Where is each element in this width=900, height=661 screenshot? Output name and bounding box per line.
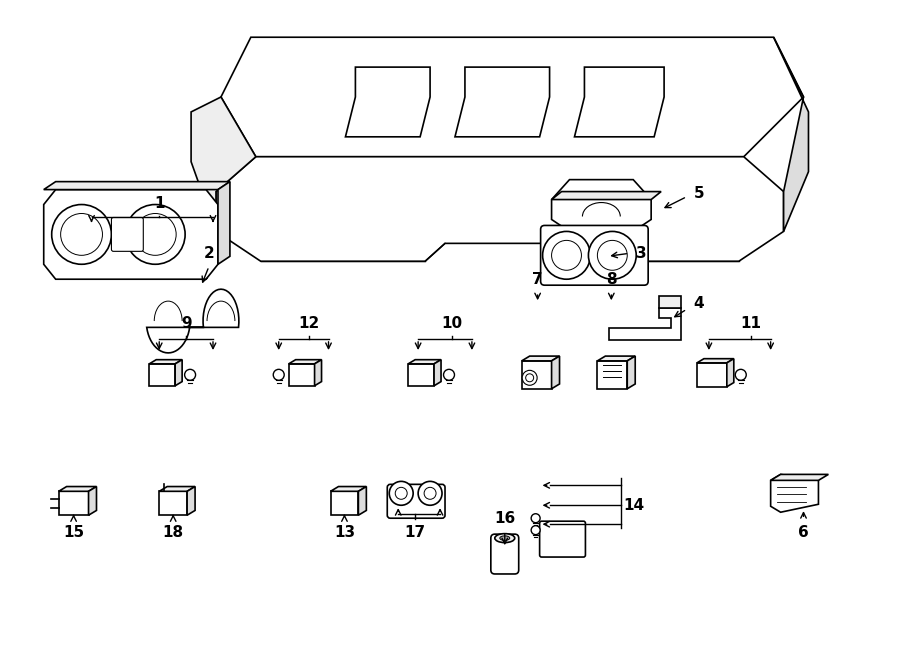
Polygon shape bbox=[58, 486, 96, 491]
Polygon shape bbox=[409, 364, 434, 386]
Polygon shape bbox=[697, 363, 727, 387]
Circle shape bbox=[589, 231, 636, 279]
Polygon shape bbox=[409, 360, 441, 364]
Circle shape bbox=[531, 525, 540, 535]
Polygon shape bbox=[218, 182, 230, 264]
Text: 7: 7 bbox=[532, 272, 543, 287]
Polygon shape bbox=[330, 491, 358, 515]
Circle shape bbox=[522, 370, 537, 385]
Polygon shape bbox=[58, 491, 88, 515]
Polygon shape bbox=[289, 360, 321, 364]
Circle shape bbox=[543, 231, 590, 279]
FancyBboxPatch shape bbox=[540, 521, 585, 557]
Text: 2: 2 bbox=[203, 246, 214, 261]
Polygon shape bbox=[346, 67, 430, 137]
Text: 12: 12 bbox=[298, 315, 320, 330]
Polygon shape bbox=[176, 360, 182, 386]
Ellipse shape bbox=[495, 533, 515, 543]
Polygon shape bbox=[659, 296, 681, 308]
Circle shape bbox=[552, 241, 581, 270]
Polygon shape bbox=[159, 491, 187, 515]
Circle shape bbox=[598, 241, 627, 270]
Polygon shape bbox=[434, 360, 441, 386]
Polygon shape bbox=[149, 360, 182, 364]
Polygon shape bbox=[187, 486, 195, 515]
Polygon shape bbox=[574, 67, 664, 137]
Polygon shape bbox=[552, 356, 560, 389]
FancyBboxPatch shape bbox=[541, 225, 648, 285]
Text: 3: 3 bbox=[636, 246, 646, 261]
Circle shape bbox=[424, 487, 436, 499]
Circle shape bbox=[60, 214, 103, 255]
Polygon shape bbox=[627, 356, 635, 389]
Text: 4: 4 bbox=[694, 295, 705, 311]
Polygon shape bbox=[330, 486, 366, 491]
Polygon shape bbox=[44, 182, 230, 190]
Text: 16: 16 bbox=[494, 511, 516, 525]
Polygon shape bbox=[315, 360, 321, 386]
Text: 5: 5 bbox=[694, 186, 705, 201]
Circle shape bbox=[418, 481, 442, 505]
Polygon shape bbox=[216, 157, 784, 261]
Polygon shape bbox=[727, 359, 734, 387]
Text: 1: 1 bbox=[154, 196, 165, 211]
Text: 18: 18 bbox=[163, 525, 184, 539]
Text: 6: 6 bbox=[798, 525, 809, 539]
Text: 9: 9 bbox=[181, 315, 192, 330]
Polygon shape bbox=[770, 475, 828, 481]
Polygon shape bbox=[552, 180, 652, 231]
Text: 17: 17 bbox=[405, 525, 426, 539]
Text: 8: 8 bbox=[606, 272, 616, 287]
Polygon shape bbox=[697, 359, 734, 363]
Polygon shape bbox=[552, 192, 662, 200]
Polygon shape bbox=[159, 486, 195, 491]
Polygon shape bbox=[455, 67, 550, 137]
Circle shape bbox=[134, 214, 176, 255]
Polygon shape bbox=[44, 190, 218, 279]
Polygon shape bbox=[598, 356, 635, 361]
Circle shape bbox=[184, 369, 195, 380]
Circle shape bbox=[526, 374, 534, 382]
Polygon shape bbox=[598, 361, 627, 389]
Circle shape bbox=[125, 204, 185, 264]
Text: 10: 10 bbox=[441, 315, 463, 330]
Text: 15: 15 bbox=[63, 525, 85, 539]
FancyBboxPatch shape bbox=[387, 485, 445, 518]
Polygon shape bbox=[770, 475, 818, 512]
Polygon shape bbox=[88, 486, 96, 515]
Circle shape bbox=[51, 204, 112, 264]
Circle shape bbox=[274, 369, 284, 380]
Circle shape bbox=[390, 481, 413, 505]
Text: 14: 14 bbox=[624, 498, 644, 513]
Polygon shape bbox=[774, 37, 808, 231]
Polygon shape bbox=[289, 364, 315, 386]
Polygon shape bbox=[522, 361, 552, 389]
Text: 11: 11 bbox=[740, 315, 761, 330]
Text: 13: 13 bbox=[334, 525, 355, 539]
Circle shape bbox=[444, 369, 454, 380]
Ellipse shape bbox=[500, 536, 509, 540]
Polygon shape bbox=[221, 37, 804, 157]
Polygon shape bbox=[191, 97, 256, 231]
Polygon shape bbox=[147, 289, 239, 353]
Circle shape bbox=[531, 514, 540, 523]
Circle shape bbox=[735, 369, 746, 380]
Polygon shape bbox=[149, 364, 176, 386]
Circle shape bbox=[395, 487, 407, 499]
Polygon shape bbox=[358, 486, 366, 515]
Polygon shape bbox=[522, 356, 560, 361]
Polygon shape bbox=[609, 308, 681, 340]
FancyBboxPatch shape bbox=[491, 534, 518, 574]
FancyBboxPatch shape bbox=[112, 217, 143, 251]
